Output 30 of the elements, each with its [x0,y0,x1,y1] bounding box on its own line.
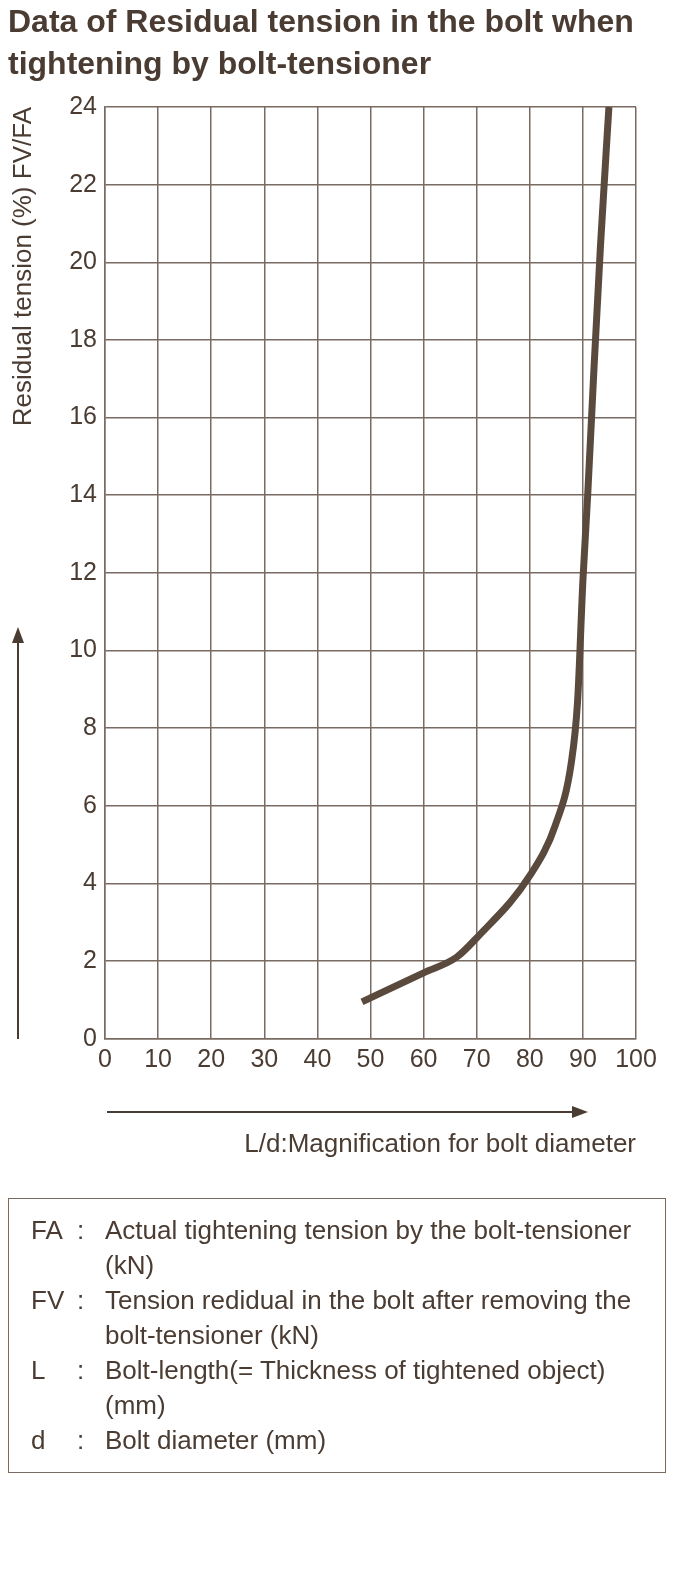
text: L : Bolt-length(= Thickness of tightened object)(mm) [31,1355,606,1420]
y-tick-label: 20 [69,246,98,275]
text: d : Bolt diameter (mm) [31,1425,327,1455]
y-tick-label: 24 [69,90,98,119]
x-tick-label: 40 [303,1043,332,1072]
y-tick-label: 22 [69,168,98,197]
y-tick-label: 16 [69,401,98,430]
y-tick-label: 2 [83,945,98,974]
x-tick-label: 90 [568,1043,597,1072]
x-tick-label: 10 [144,1043,173,1072]
y-tick-label: 0 [83,1022,98,1051]
y-tick-label: 6 [83,789,98,818]
y-tick-label: 4 [83,867,98,896]
y-axis-title: Residual tension (%) FV/FA [6,106,37,427]
x-axis-title: L/d:Magnification for bolt diameter [244,1127,637,1158]
x-tick-label: 60 [409,1043,438,1072]
y-tick-label: 18 [69,323,98,352]
y-tick-label: 14 [69,479,98,508]
text: FV : Tension redidual in the bolt after removing the bolt-tensioner (kN) [31,1284,633,1352]
x-tick-label: 80 [515,1043,544,1072]
y-tick-label: 12 [69,556,98,585]
x-tick-label: 100 [615,1043,657,1072]
x-tick-label: 30 [250,1043,279,1072]
x-tick-label: 20 [197,1043,226,1072]
y-tick-label: 10 [69,634,98,663]
y-tick-label: 8 [83,712,98,741]
x-tick-label: 70 [462,1043,491,1072]
chart-title: Data of Residual tension in the bolt when tightening by bolt-tensioner [8,2,635,83]
text: FA : Actual tightening tension by the bolt-tensioner (kN) [31,1214,633,1282]
x-tick-label: 50 [356,1043,385,1072]
